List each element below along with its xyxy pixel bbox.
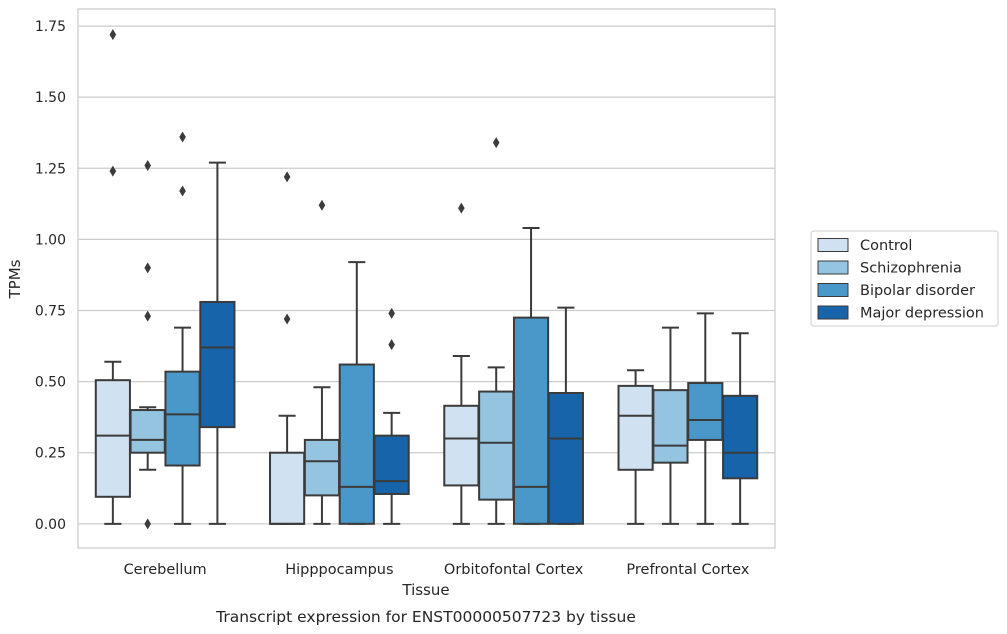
y-tick-label: 0.50 [35,375,66,391]
box-iqr [199,300,236,429]
outlier-point [144,262,151,274]
outlier-point [179,131,186,143]
boxplot-box [164,131,201,525]
plot-frame [77,8,776,549]
boxplot-box [512,227,550,525]
outlier-point [179,185,186,197]
box-iqr [303,438,341,497]
chart-caption: Transcript expression for ENST0000050772… [215,608,636,626]
y-axis-label: TPMs [6,259,24,299]
y-tick-label: 1.00 [35,232,66,248]
y-tick-label: 0.00 [35,517,66,533]
boxplot-box [129,159,166,530]
box-iqr [164,370,201,467]
legend-label: Control [860,238,912,254]
box-iqr [94,379,131,498]
outlier-point [388,307,395,319]
legend-item: Control [817,238,912,254]
boxplot-box [478,137,515,525]
outlier-point [109,29,117,41]
legend: Control Schizophrenia Bipolar disorder Majo… [810,230,999,327]
boxplot-box [199,161,236,525]
legend-label: Major depression [860,306,984,322]
box-iqr [129,409,166,454]
outlier-point [283,313,291,325]
boxplot-box [373,307,410,525]
y-tick-label: 0.25 [35,446,66,462]
boxplot-box [652,326,689,525]
outlier-point [458,202,465,214]
box-iqr [652,389,689,464]
y-tick-label: 1.75 [35,19,66,35]
y-tick-labels: 0.00 0.25 0.50 0.75 1.00 1.25 1.50 1.75 [35,19,66,533]
boxplot-box [94,29,131,525]
box-iqr [512,316,550,525]
box-iqr [338,363,375,525]
legend-swatch [817,305,849,320]
legend-label: Bipolar disorder [860,283,975,299]
box-iqr [547,391,584,525]
outlier-point [144,159,151,171]
legend-swatch [817,260,849,275]
box-iqr [443,404,480,487]
boxplot-box [617,369,654,525]
x-tick-labels: Cerebellum Hipppocampus Orbitofontal Corte… [124,562,750,578]
boxplot-box [303,199,341,525]
legend-item: Bipolar disorder [817,283,975,299]
box-iqr [617,384,654,471]
boxplot-box [547,306,584,525]
outlier-point [144,518,151,530]
outlier-point [388,339,395,351]
x-tick-label: Cerebellum [124,562,207,578]
box-iqr [373,434,410,495]
boxplot-box [338,261,375,525]
boxplot-box [269,171,306,525]
box-iqr [687,382,724,441]
x-tick-label: Prefrontal Cortex [626,562,749,578]
x-tick-label: Orbitofontal Cortex [444,562,584,578]
box-iqr [722,394,759,480]
legend-swatch [817,238,849,252]
box-iqr [269,451,306,525]
outlier-point [492,137,500,149]
plot-boxes [94,29,759,530]
y-tick-label: 1.25 [35,161,66,177]
boxplot-box [722,332,759,525]
boxplot-box [443,202,480,525]
legend-frame [810,230,999,327]
box-iqr [478,390,515,501]
legend-label: Schizophrenia [860,261,962,277]
legend-swatch [817,283,849,297]
y-tick-label: 0.75 [35,303,66,319]
y-tick-label: 1.50 [35,90,66,106]
outlier-point [283,171,291,183]
outlier-point [318,199,326,211]
legend-item: Schizophrenia [817,260,962,277]
outlier-point [109,165,117,177]
x-tick-label: Hipppocampus [285,562,393,578]
boxplot-box [687,312,724,525]
x-axis-label: Tissue [401,581,449,599]
outlier-point [144,310,151,322]
legend-item: Major depression [817,305,984,322]
